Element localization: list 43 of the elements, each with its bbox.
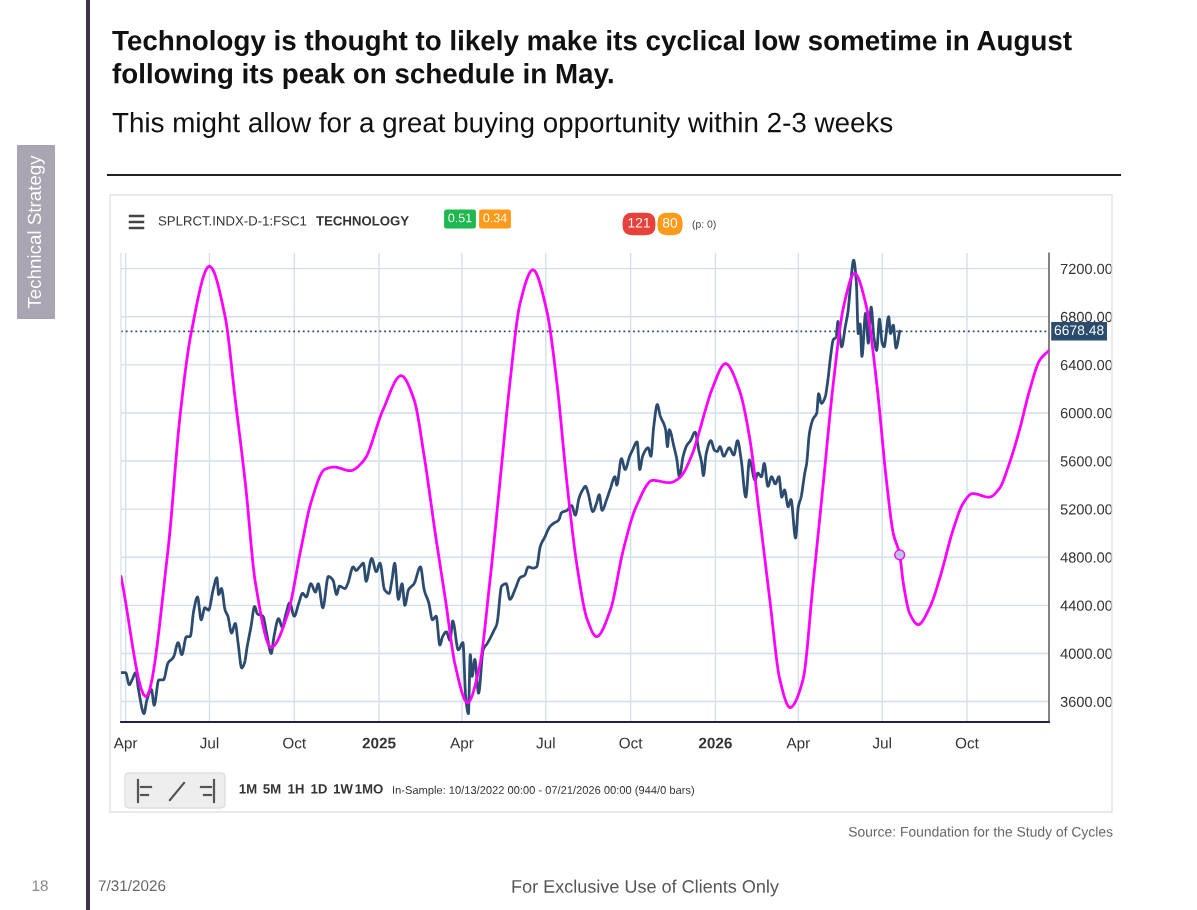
text: 18 xyxy=(32,880,48,892)
text: (p: 0) xyxy=(692,220,716,230)
source-note: Source: Foundation for the Study of Cycles xyxy=(848,826,1113,840)
x-tick-label: Jul xyxy=(872,737,891,749)
text: In-Sample: 10/13/2022 00:00 - 07/21/2026 00:00 (944/0 bars) xyxy=(393,785,694,797)
y-tick-label: 5600.00 xyxy=(1060,456,1113,467)
y-tick-label: 4000.00 xyxy=(1060,648,1113,659)
chart-title: Technology is thought to likely make its cyclical low sometime in August following its peak on schedule in May. xyxy=(112,30,1072,90)
x-tick-label: 2025 xyxy=(362,737,396,749)
y-tick-label: 6800.00 xyxy=(1060,311,1113,323)
text: 1D xyxy=(311,784,327,794)
y-tick-label: 3600.00 xyxy=(1060,696,1113,707)
text: 1MO xyxy=(355,784,383,794)
y-tick-label: 4400.00 xyxy=(1060,600,1113,611)
y-tick-label: 6400.00 xyxy=(1060,359,1113,371)
x-tick-label: Oct xyxy=(619,737,643,749)
x-tick-label: Apr xyxy=(450,737,474,752)
x-tick-label: 2026 xyxy=(698,737,732,749)
y-tick-label: 4800.00 xyxy=(1060,552,1113,563)
text: 0.51 xyxy=(448,213,472,223)
x-tick-label: Oct xyxy=(283,737,307,749)
text: Technical Strategy xyxy=(27,155,45,309)
text: 7/31/2026 xyxy=(98,879,166,892)
ref-line-label: 6678.48 xyxy=(1054,325,1104,336)
text: TECHNOLOGY xyxy=(316,216,409,226)
y-tick-label: 5200.00 xyxy=(1060,504,1113,515)
text: 0.34 xyxy=(483,213,507,223)
text: 1W xyxy=(333,784,353,794)
x-tick-label: Apr xyxy=(113,737,138,752)
text: 1M xyxy=(239,784,257,794)
chart-subtitle: This might allow for a great buying opportunity within 2-3 weeks xyxy=(112,112,893,138)
x-tick-label: Apr xyxy=(786,737,810,752)
text: 5M xyxy=(263,784,281,794)
text: SPLRCT.INDX-D-1:FSC1 xyxy=(158,216,307,226)
x-tick-label: Jul xyxy=(536,737,555,749)
text: 121 xyxy=(628,217,650,228)
x-tick-label: Oct xyxy=(955,737,979,749)
text: 1H xyxy=(288,784,304,794)
y-tick-label: 7200.00 xyxy=(1060,263,1113,275)
y-tick-label: 6000.00 xyxy=(1060,408,1113,419)
text: For Exclusive Use of Clients Only xyxy=(512,879,779,897)
x-tick-label: Jul xyxy=(199,737,219,749)
text: 80 xyxy=(662,217,678,228)
